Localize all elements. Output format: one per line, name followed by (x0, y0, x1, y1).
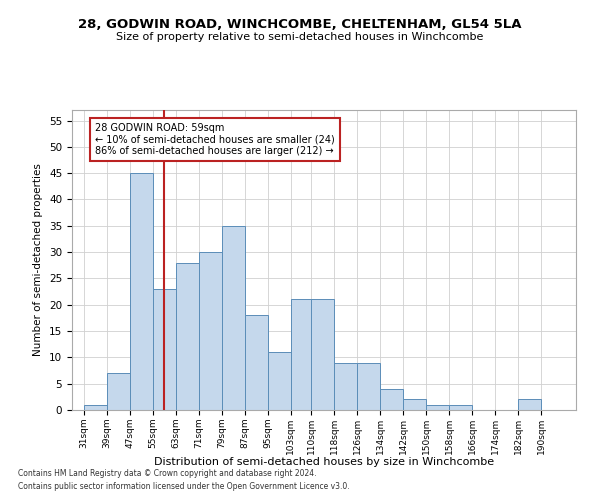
Bar (245, 316, 268, 410)
Bar (130, 173, 152, 410)
Bar (268, 352, 291, 410)
Bar (334, 362, 357, 410)
Text: 28, GODWIN ROAD, WINCHCOMBE, CHELTENHAM, GL54 5LA: 28, GODWIN ROAD, WINCHCOMBE, CHELTENHAM,… (78, 18, 522, 30)
Text: Contains HM Land Registry data © Crown copyright and database right 2024.: Contains HM Land Registry data © Crown c… (18, 468, 317, 477)
Bar (403, 400, 426, 410)
Bar (176, 262, 199, 410)
Bar (291, 300, 314, 410)
Bar (222, 226, 245, 410)
Text: Contains public sector information licensed under the Open Government Licence v3: Contains public sector information licen… (18, 482, 350, 491)
Bar (357, 362, 380, 410)
Bar (152, 289, 176, 410)
Bar (107, 373, 130, 410)
Text: Size of property relative to semi-detached houses in Winchcombe: Size of property relative to semi-detach… (116, 32, 484, 42)
Bar (426, 404, 449, 410)
Y-axis label: Number of semi-detached properties: Number of semi-detached properties (34, 164, 43, 356)
X-axis label: Distribution of semi-detached houses by size in Winchcombe: Distribution of semi-detached houses by … (154, 457, 494, 467)
Bar (518, 400, 541, 410)
Bar (83, 404, 107, 410)
Bar (199, 252, 222, 410)
Text: 28 GODWIN ROAD: 59sqm
← 10% of semi-detached houses are smaller (24)
86% of semi: 28 GODWIN ROAD: 59sqm ← 10% of semi-deta… (95, 123, 335, 156)
Bar (380, 389, 403, 410)
Bar (449, 404, 472, 410)
Bar (311, 300, 334, 410)
